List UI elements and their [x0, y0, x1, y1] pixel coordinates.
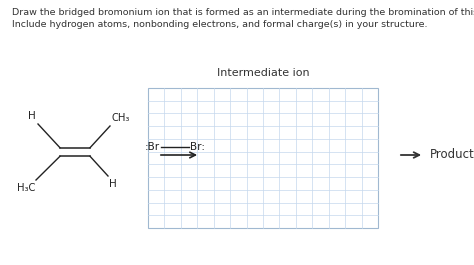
Text: Br:: Br: [190, 142, 205, 152]
Bar [148, 88, 378, 228]
Text: H₃C: H₃C [17, 183, 35, 193]
Text: Product: Product [430, 148, 474, 161]
Text: :Br: :Br [145, 142, 160, 152]
Text: Draw the bridged bromonium ion that is formed as an intermediate during the brom: Draw the bridged bromonium ion that is f… [12, 8, 474, 29]
Text: CH₃: CH₃ [111, 113, 130, 123]
Text: H: H [28, 111, 36, 121]
Text: Intermediate ion: Intermediate ion [217, 68, 310, 78]
Text: H: H [109, 179, 117, 189]
